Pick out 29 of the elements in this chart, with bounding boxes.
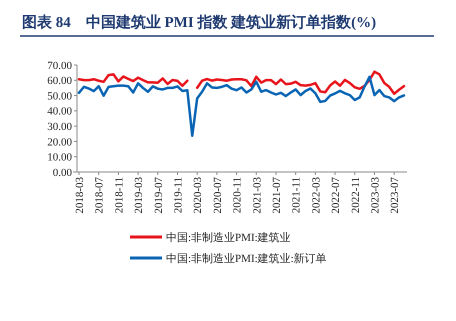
x-tick-label: 2018-07 [94, 176, 106, 214]
x-tick-label: 2021-03 [251, 176, 264, 214]
x-tick-label: 2022-03 [310, 176, 322, 214]
x-tick-label: 2019-07 [152, 176, 165, 214]
x-tick-label: 2020-11 [232, 177, 244, 214]
line-series [78, 76, 406, 138]
x-tick-label: 2019-03 [133, 176, 146, 214]
y-tick-label: 10.00 [47, 152, 72, 164]
y-tick-label: 60.00 [47, 75, 72, 88]
y-tick-label: 20.00 [47, 136, 72, 148]
legend-label: 中国:非制造业PMI:建筑业 [166, 230, 291, 244]
x-tick-label: 2023-07 [389, 176, 402, 214]
x-tick-label: 2022-07 [330, 176, 342, 214]
x-tick-label: 2021-11 [290, 177, 303, 214]
chart-title: 图表 84 中国建筑业 PMI 指数 建筑业新订单指数(%) [22, 13, 376, 31]
x-tick-label: 2021-07 [270, 176, 283, 214]
y-tick-label: 0.00 [52, 166, 72, 179]
x-tick-label: 2020-07 [212, 176, 224, 214]
x-tick-label: 2019-11 [172, 177, 184, 214]
x-tick-label: 2020-03 [192, 176, 204, 214]
x-tick-label: 2018-03 [74, 176, 86, 214]
legend-label: 中国:非制造业PMI:建筑业:新订单 [166, 252, 327, 265]
y-tick-label: 30.00 [47, 120, 72, 133]
x-tick-label: 2022-11 [350, 177, 362, 214]
y-tick-label: 50.00 [47, 90, 72, 102]
x-tick-label: 2023-03 [369, 176, 382, 214]
x-tick-label: 2018-11 [113, 177, 126, 214]
y-tick-label: 70.00 [47, 60, 72, 72]
y-tick-label: 40.00 [47, 106, 72, 118]
